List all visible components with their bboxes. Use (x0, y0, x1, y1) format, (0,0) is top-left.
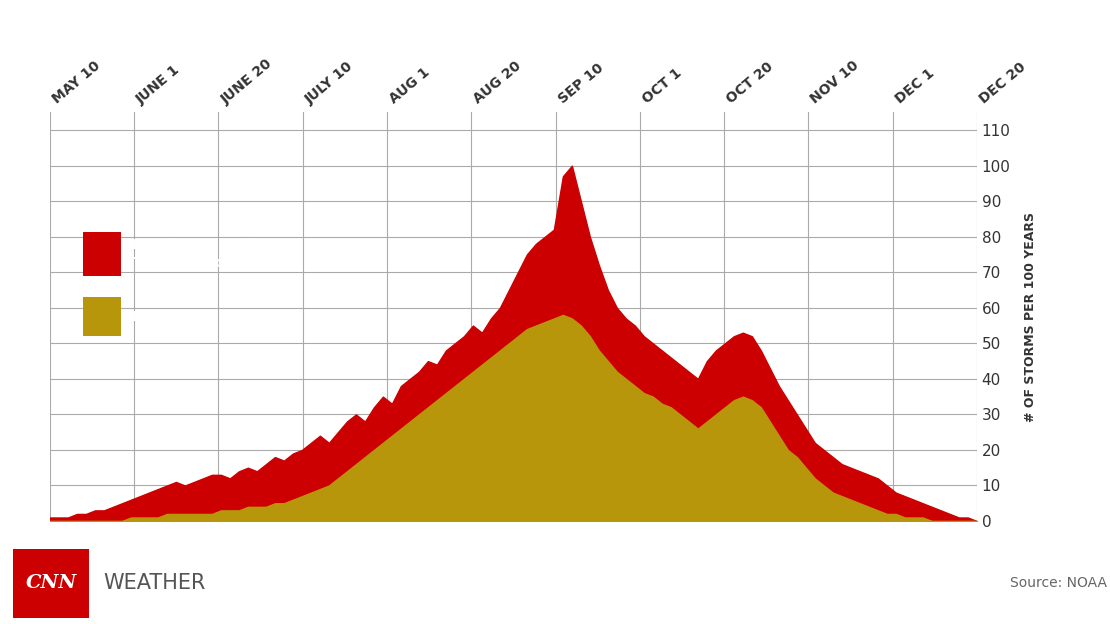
Text: Hurricanes: Hurricanes (132, 310, 218, 324)
Text: Source: NOAA: Source: NOAA (1010, 577, 1107, 590)
Bar (83, 297, 121, 336)
Bar (13, 549, 89, 618)
Bar (83, 232, 121, 276)
Text: Hurricanes and
Tropical Storms: Hurricanes and Tropical Storms (132, 238, 254, 270)
Text: WEATHER: WEATHER (103, 573, 205, 593)
Text: CNN: CNN (26, 575, 77, 592)
Y-axis label: # OF STORMS PER 100 YEARS: # OF STORMS PER 100 YEARS (1025, 212, 1038, 422)
